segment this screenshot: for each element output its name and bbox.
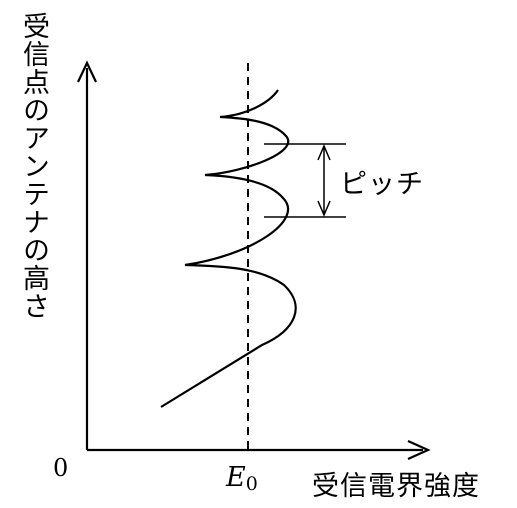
pitch-label: ピッチ bbox=[340, 169, 424, 200]
e0-label: E0 bbox=[226, 462, 258, 495]
y-axis-arrowhead bbox=[77, 60, 97, 83]
x-axis-label: 受信電界強度 bbox=[312, 471, 480, 502]
e0-symbol: E bbox=[226, 462, 246, 493]
x-axis-arrowhead bbox=[407, 439, 431, 461]
field-strength-curve bbox=[160, 89, 297, 408]
e0-subscript: 0 bbox=[245, 473, 258, 495]
y-axis-label: 受信点のアンテナの高さ bbox=[18, 12, 49, 320]
pitch-arrowhead-top bbox=[317, 144, 331, 161]
origin-label: 0 bbox=[53, 454, 69, 482]
pitch-arrowhead-bottom bbox=[317, 200, 331, 217]
